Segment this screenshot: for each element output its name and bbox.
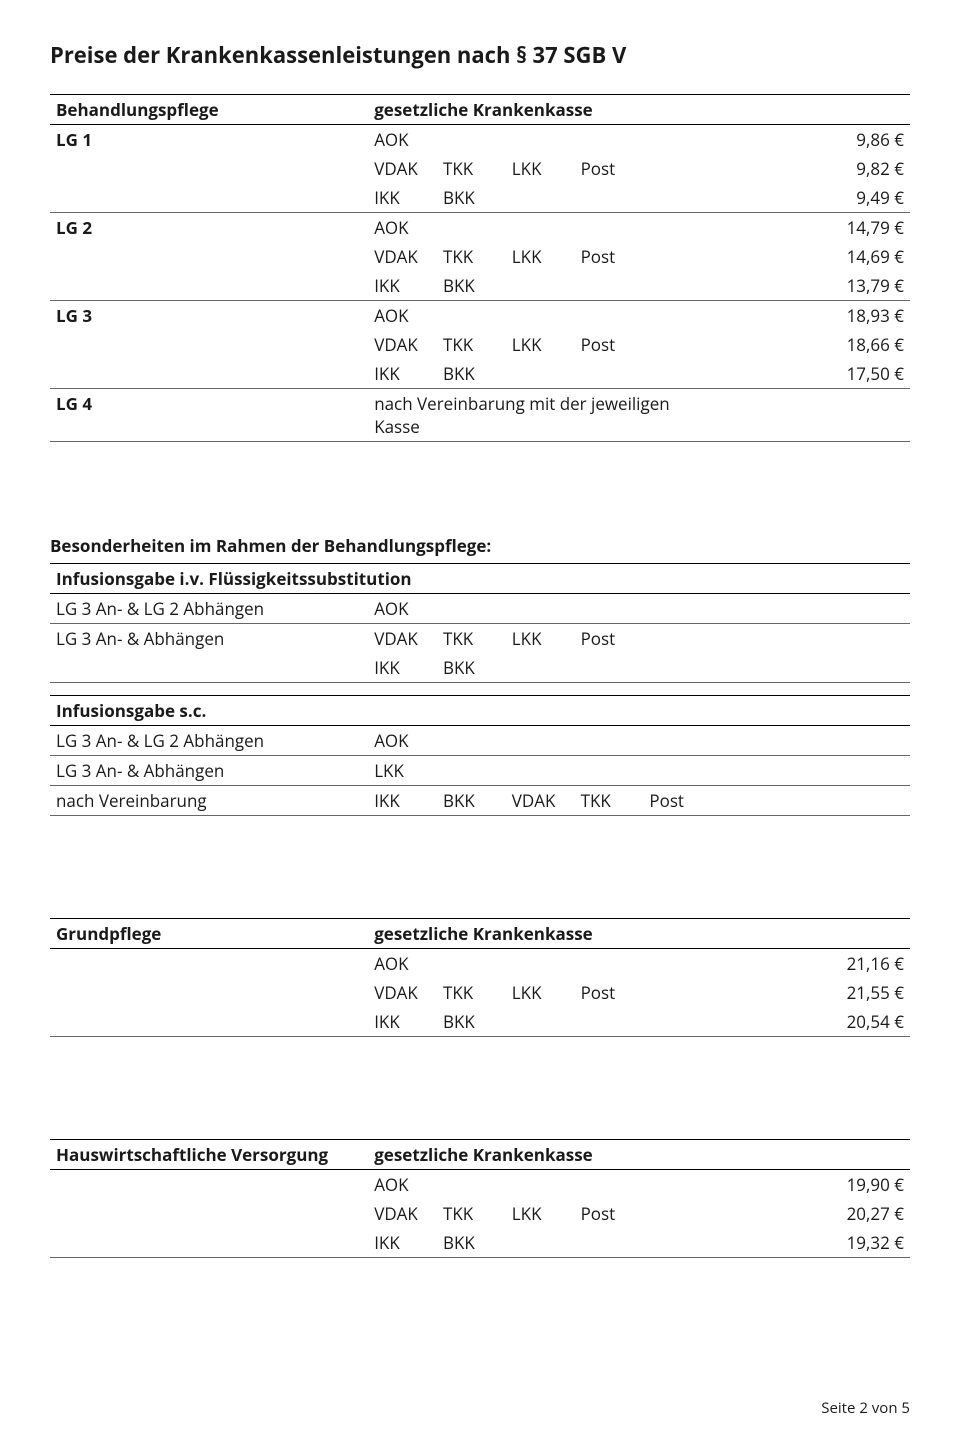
bp-header-right: gesetzliche Krankenkasse [368, 95, 910, 125]
table-row: LG 1 AOK 9,86 € [50, 125, 910, 155]
infusion-sc-table: Infusionsgabe s.c. LG 3 An- & LG 2 Abhän… [50, 695, 910, 816]
page-title: Preise der Krankenkassenleistungen nach … [50, 40, 910, 70]
table-row: LG 3 An- & LG 2 Abhängen AOK [50, 726, 910, 756]
table-row: IKKBKK [50, 653, 910, 683]
table-row: IKKBKK19,32 € [50, 1228, 910, 1258]
table-row: LG 3 An- & LG 2 Abhängen AOK [50, 594, 910, 624]
table-row: AOK19,90 € [50, 1170, 910, 1200]
table-row: LG 4 nach Vereinbarung mit der jeweilige… [50, 389, 910, 442]
table-row: LG 3 AOK 18,93 € [50, 301, 910, 331]
table-row: LG 3 An- & Abhängen LKK [50, 756, 910, 786]
grundpflege-table: Grundpflege gesetzliche Krankenkasse AOK… [50, 918, 910, 1037]
behandlungspflege-table: Behandlungspflege gesetzliche Krankenkas… [50, 94, 910, 442]
table-row: VDAKTKKLKKPost20,27 € [50, 1199, 910, 1228]
table-row: nach Vereinbarung IKKBKKVDAKTKKPost [50, 786, 910, 816]
table-row: LG 3 An- & Abhängen VDAKTKKLKKPost [50, 624, 910, 654]
besonderheiten-title: Besonderheiten im Rahmen der Behandlungs… [50, 534, 910, 557]
table-row: VDAKTKKLKKPost21,55 € [50, 978, 910, 1007]
table-row: LG 2 AOK 14,79 € [50, 213, 910, 243]
infusion-iv-table: Infusionsgabe i.v. Flüssigkeitssubstitut… [50, 563, 910, 683]
hauswirtschaft-table: Hauswirtschaftliche Versorgung gesetzlic… [50, 1139, 910, 1258]
page-footer: Seite 2 von 5 [50, 1398, 910, 1418]
table-row: AOK21,16 € [50, 949, 910, 979]
table-row: IKKBKK20,54 € [50, 1007, 910, 1037]
bp-header-left: Behandlungspflege [50, 95, 368, 125]
